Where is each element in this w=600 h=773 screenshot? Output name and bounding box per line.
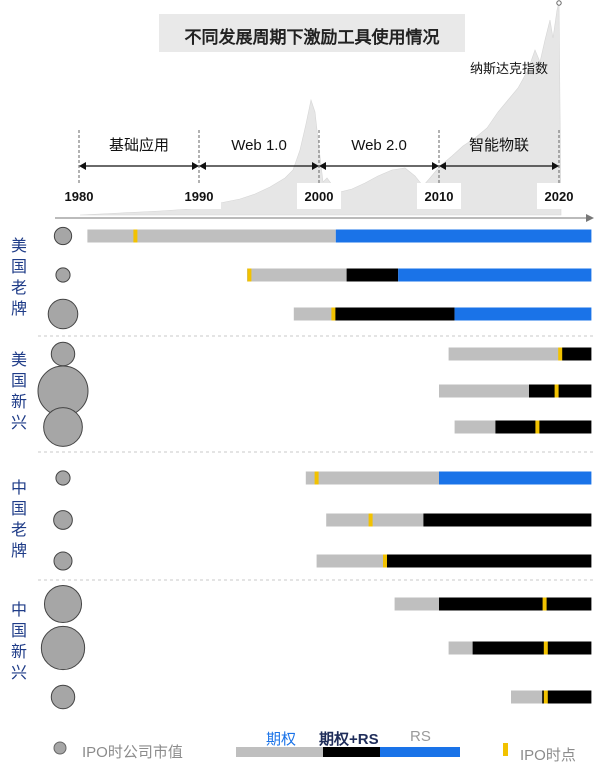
ipo-market-cap-circle [40, 625, 86, 671]
incentive-bar-segment [386, 554, 592, 568]
era-arrow-head [432, 162, 439, 170]
ipo-marker [535, 420, 540, 434]
year-tick-box [537, 183, 581, 209]
ipo-market-cap-circle [50, 341, 76, 367]
ipo-marker [543, 641, 548, 655]
era-arrow-head [312, 162, 319, 170]
year-tick-label: 1980 [65, 189, 94, 204]
year-tick-label: 2000 [305, 189, 334, 204]
era-arrow-head [79, 162, 86, 170]
incentive-bar-segment [394, 597, 439, 611]
incentive-bar-segment [439, 384, 529, 398]
ipo-marker [383, 554, 387, 568]
title-box: 不同发展周期下激励工具使用情况 [159, 14, 465, 52]
ipo-market-cap-circle [55, 267, 71, 283]
year-tick-label: 2010 [425, 189, 454, 204]
era-label-1: Web 1.0 [231, 137, 287, 154]
incentive-bar-segment [398, 268, 592, 282]
incentive-bar-segment [511, 690, 543, 704]
ipo-marker [543, 690, 548, 704]
era-arrow-head [192, 162, 199, 170]
legend-swatch-rs [380, 747, 460, 757]
ipo-market-cap-circle [55, 470, 71, 486]
incentive-bar-segment [316, 554, 387, 568]
era-arrow-head [319, 162, 326, 170]
incentive-bar-segment [335, 229, 592, 243]
incentive-bar-segment [542, 690, 592, 704]
legend-swatch-option-rs [323, 747, 380, 757]
category-label-cn-emerging: 中国新兴 [10, 602, 27, 682]
incentive-bar-segment [454, 307, 592, 321]
incentive-bar-segment [439, 471, 592, 485]
x-axis-arrow [586, 214, 594, 222]
category-label-us-legacy: 美国老牌 [10, 238, 27, 318]
incentive-bar-segment [423, 513, 592, 527]
year-tick-box [297, 183, 341, 209]
year-tick-box [57, 183, 101, 209]
ipo-market-cap-circle [50, 684, 76, 710]
ipo-market-cap-circle [53, 226, 73, 246]
legend-circle-label: IPO时公司市值 [82, 744, 183, 761]
ipo-marker [133, 229, 138, 243]
nasdaq-index-label: 纳斯达克指数 [470, 61, 549, 76]
incentive-bar-segment [529, 384, 592, 398]
legend-swatch-option [236, 747, 323, 757]
ipo-market-cap-circle [53, 551, 73, 571]
ipo-market-cap-circle [47, 298, 79, 330]
incentive-bar-segment [454, 420, 496, 434]
incentive-bar-segment [448, 641, 473, 655]
ipo-marker [542, 597, 547, 611]
incentive-bar-segment [305, 471, 439, 485]
ipo-marker [331, 307, 336, 321]
incentive-bar-segment [326, 513, 424, 527]
era-arrow-head [552, 162, 559, 170]
legend-option-rs-label: 期权+RS [319, 731, 379, 748]
incentive-bar-segment [346, 268, 399, 282]
ipo-marker [247, 268, 252, 282]
legend-rs-label: RS [410, 728, 431, 745]
incentive-bar-segment [472, 641, 592, 655]
legend-option-label: 期权 [266, 731, 297, 748]
incentive-bar-segment [87, 229, 336, 243]
year-tick-box [177, 183, 221, 209]
incentive-bar-segment [560, 347, 592, 361]
era-arrow-head [439, 162, 446, 170]
incentive-bar-segment [333, 307, 455, 321]
incentive-bar-segment [448, 347, 561, 361]
nasdaq-peak-marker [556, 0, 562, 6]
era-arrow-head [199, 162, 206, 170]
year-tick-label: 2020 [545, 189, 574, 204]
ipo-marker [554, 384, 559, 398]
era-label-0: 基础应用 [109, 136, 169, 154]
incentive-bar-segment [247, 268, 347, 282]
ipo-marker [314, 471, 319, 485]
legend-ipo-marker [503, 743, 508, 756]
era-label-3: 智能物联 [469, 136, 529, 154]
ipo-marker [368, 513, 373, 527]
chart-title: 不同发展周期下激励工具使用情况 [184, 28, 440, 47]
year-tick-box [417, 183, 461, 209]
year-tick-label: 1990 [185, 189, 214, 204]
ipo-marker [558, 347, 563, 361]
legend-ipo-label: IPO时点 [520, 747, 576, 764]
ipo-market-cap-circle [43, 584, 83, 624]
legend-circle-icon [53, 741, 67, 755]
incentive-bar-segment [293, 307, 334, 321]
ipo-market-cap-circle [43, 407, 83, 447]
category-label-cn-legacy: 中国老牌 [10, 480, 27, 560]
incentive-bar-segment [495, 420, 592, 434]
era-label-2: Web 2.0 [351, 137, 407, 154]
ipo-market-cap-circle [53, 510, 73, 530]
incentive-bar-segment [439, 597, 592, 611]
category-label-us-emerging: 美国新兴 [10, 352, 27, 432]
